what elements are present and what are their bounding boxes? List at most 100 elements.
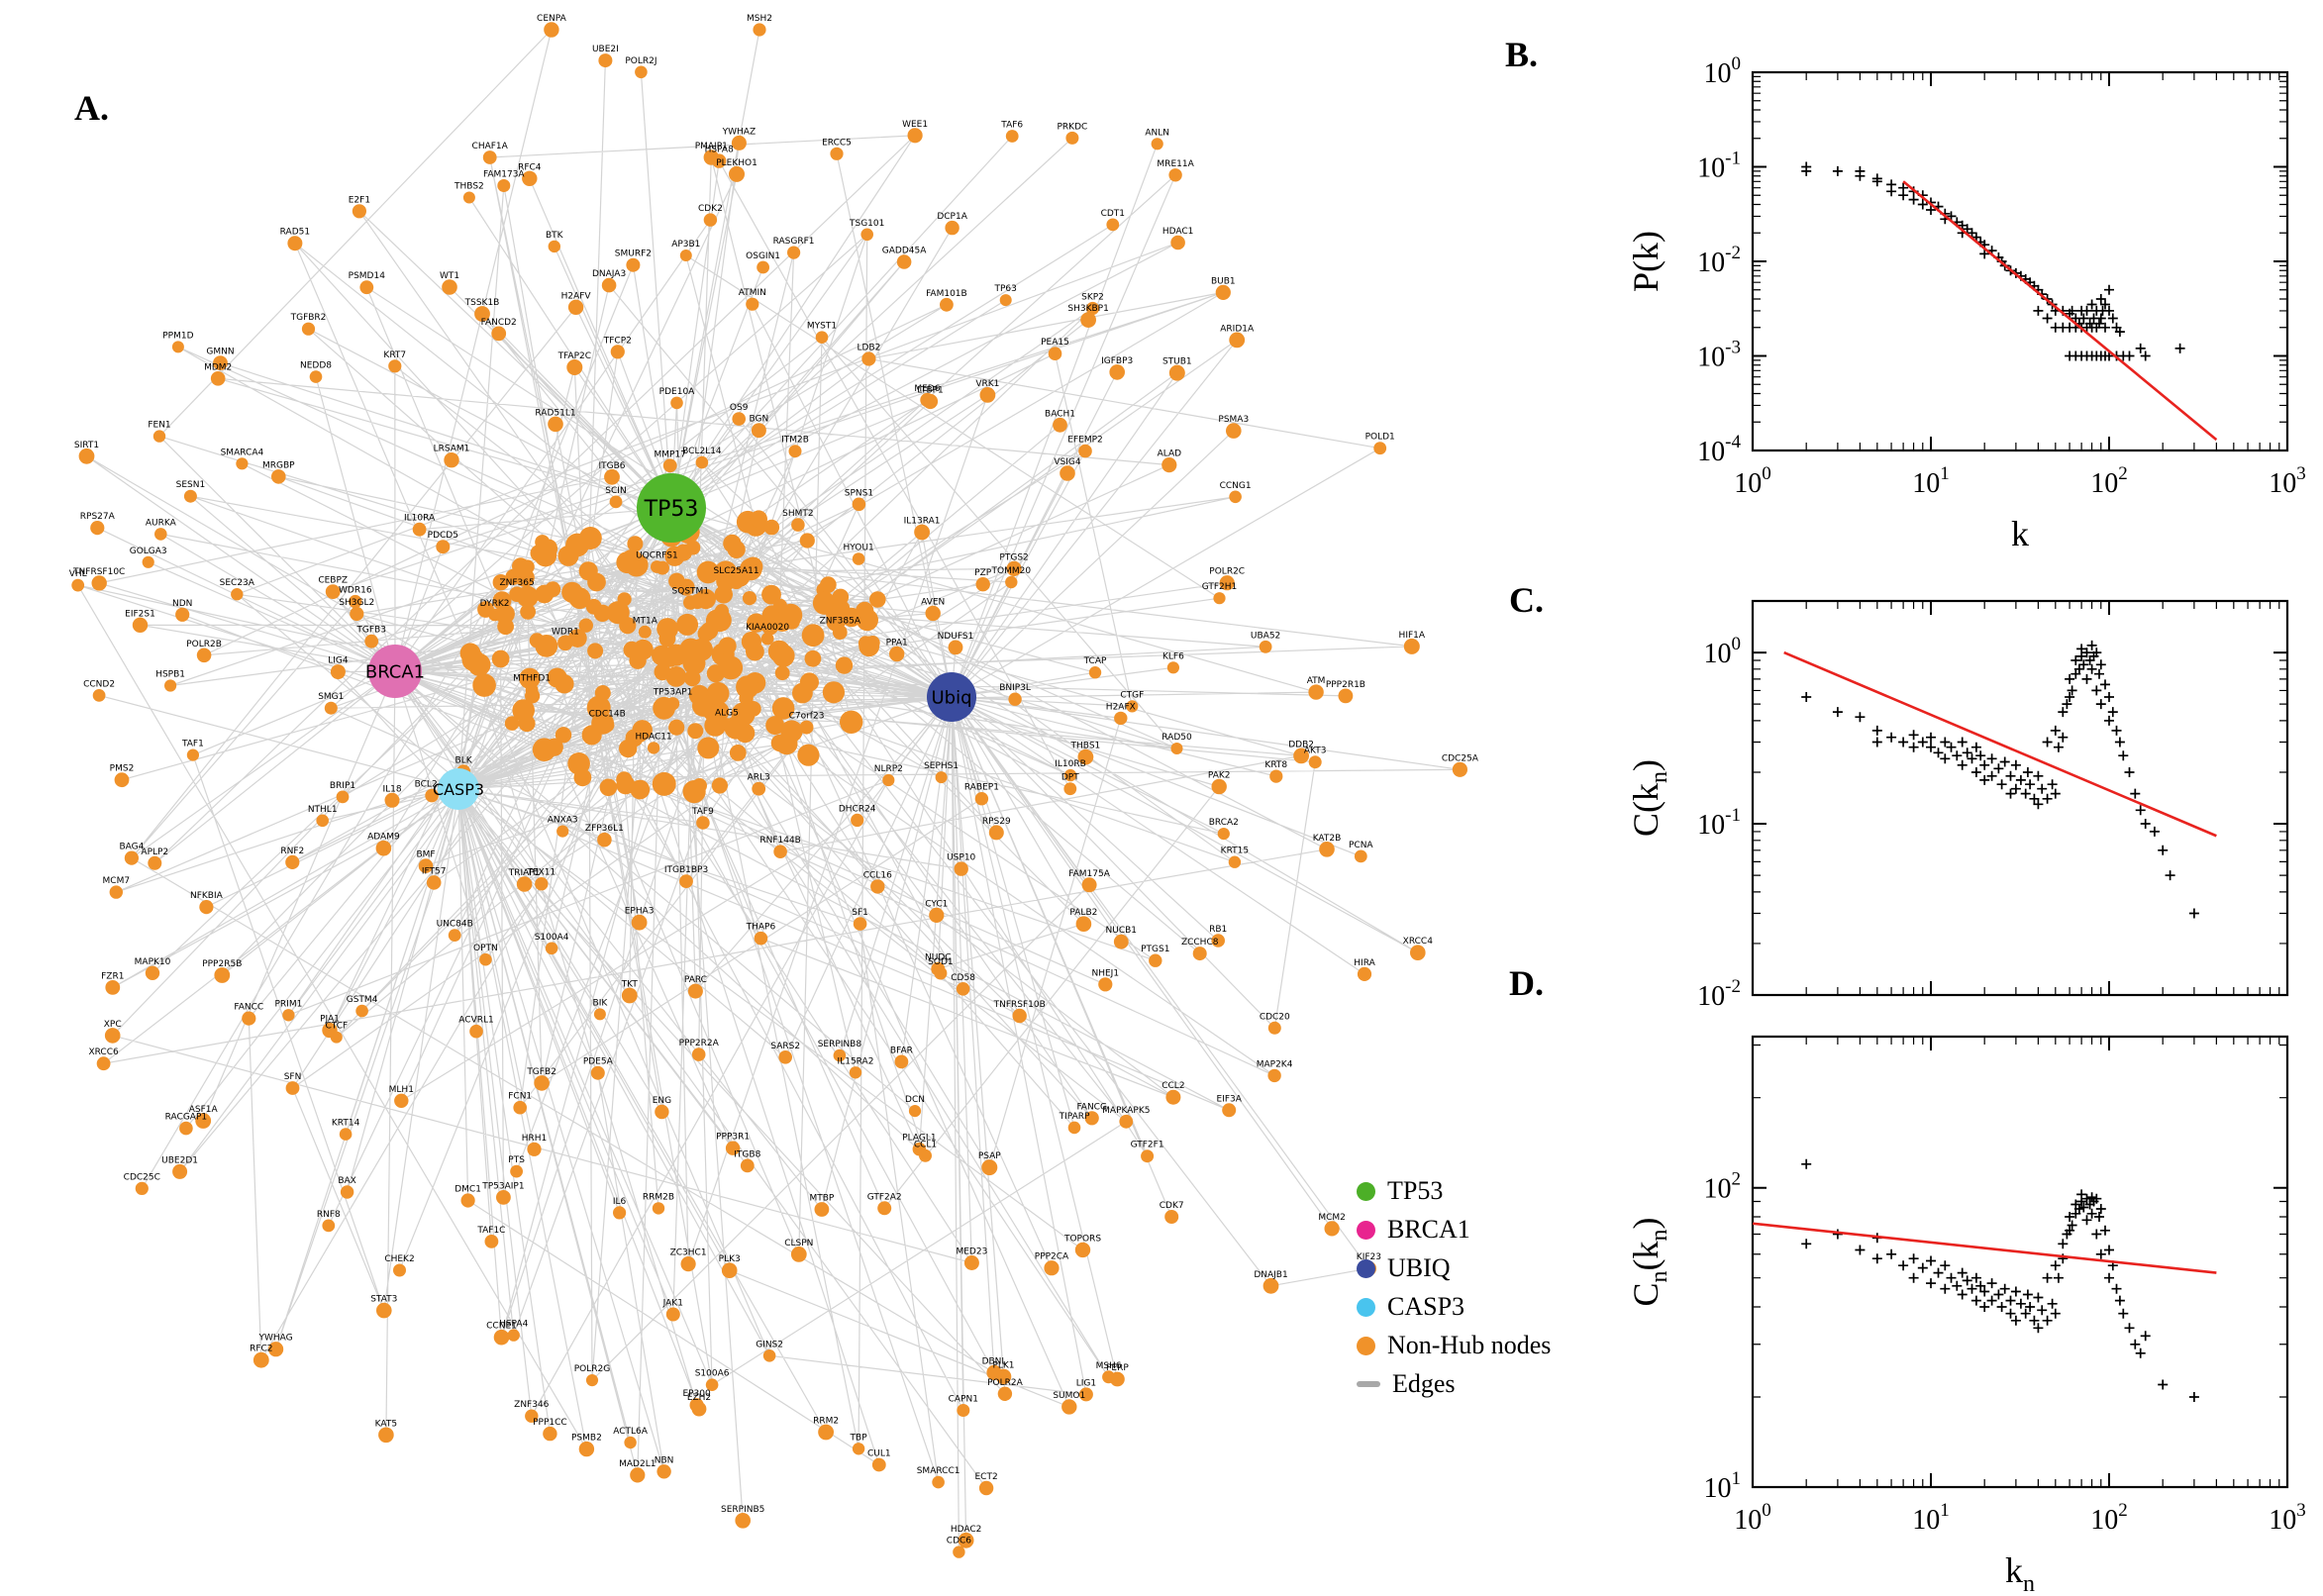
non-hub-node [1162, 457, 1177, 473]
node-label: SERPINB5 [721, 1505, 764, 1515]
node-label: PPP3R1 [716, 1133, 750, 1143]
non-hub-node [647, 742, 660, 754]
node-label: SEPHS1 [924, 761, 959, 771]
non-hub-node [1061, 1399, 1077, 1415]
node-label: KAT2B [1313, 834, 1342, 844]
chart-B-points [1801, 161, 2185, 361]
tick-label: 101 [1704, 1468, 1742, 1504]
node-label: SIRT1 [74, 441, 99, 450]
tick-label: 10-3 [1697, 338, 1741, 373]
node-label: LIG1 [1076, 1378, 1096, 1388]
non-hub-node [714, 604, 730, 619]
non-hub-node [195, 1113, 212, 1129]
node-label: YWHAZ [722, 127, 757, 137]
node-label: FANCD2 [481, 318, 517, 328]
non-hub-node [330, 664, 346, 680]
non-hub-node [762, 1349, 776, 1362]
non-hub-node [1113, 934, 1129, 949]
tick-label: 100 [1704, 53, 1742, 89]
node-label: AVEN [921, 597, 945, 607]
non-hub-node [1063, 782, 1077, 796]
non-hub-node [956, 982, 970, 996]
non-hub-node [282, 1009, 295, 1022]
non-hub-node [154, 528, 167, 541]
node-label: PJA1 [320, 1015, 340, 1025]
node-label: WDR1 [552, 627, 579, 637]
node-color-swatch [1357, 1258, 1375, 1278]
node-label: GMNN [206, 348, 234, 357]
non-hub-node [349, 594, 362, 609]
non-hub-node [497, 618, 514, 636]
node-label: CLSPN [784, 1239, 813, 1248]
non-hub-node [613, 1206, 627, 1220]
node-label: CCND2 [83, 679, 115, 689]
non-hub-node [696, 816, 710, 830]
node-label: SKP2 [1081, 293, 1104, 303]
non-hub-node [555, 727, 572, 744]
node-label: DBNL [982, 1356, 1007, 1366]
node-label: TEX11 [526, 868, 556, 878]
non-hub-node [316, 814, 330, 828]
node-label: MED6 [914, 384, 940, 394]
non-hub-node [135, 1181, 149, 1195]
node-label: DPT [1061, 773, 1079, 783]
non-hub-node [1106, 218, 1120, 232]
non-hub-node [109, 885, 124, 899]
node-label: NUDC [925, 953, 952, 963]
non-hub-node [527, 1142, 542, 1156]
non-hub-node [954, 861, 968, 876]
node-label: TNFRSF10B [993, 1000, 1046, 1010]
non-hub-node [472, 673, 496, 697]
node-label: EIF2S1 [125, 609, 155, 619]
non-hub-node [561, 581, 583, 603]
non-hub-node [696, 560, 720, 584]
non-hub-node [1141, 1149, 1155, 1163]
non-hub-node [359, 280, 374, 295]
non-hub-node [626, 257, 641, 272]
node-label: DCN [905, 1095, 925, 1105]
non-hub-node [655, 1104, 669, 1120]
non-hub-node [830, 147, 844, 160]
non-hub-node [814, 1202, 830, 1217]
node-label: PMAIP1 [695, 142, 728, 151]
node-label: JAK1 [662, 1299, 683, 1309]
non-hub-node [1226, 423, 1242, 439]
node-label: UBA52 [1251, 631, 1280, 641]
node-label: PLK3 [719, 1254, 741, 1264]
node-label: PALB2 [1069, 908, 1097, 918]
non-hub-node [556, 825, 569, 838]
node-label: TGFB2 [526, 1067, 556, 1077]
non-hub-node [1259, 640, 1272, 653]
non-hub-node [1354, 849, 1367, 863]
node-label: POLR2A [987, 1378, 1024, 1388]
non-hub-node [510, 1164, 523, 1178]
node-label: ASF1A [189, 1105, 219, 1115]
tick-label: 103 [2269, 1500, 2306, 1536]
node-label: FZR1 [101, 971, 124, 981]
node-label: HDAC11 [635, 732, 671, 742]
non-hub-node [236, 457, 249, 470]
node-label: PPP2CA [1035, 1252, 1069, 1262]
non-hub-node [920, 392, 935, 408]
node-label: BCL2A1 [415, 780, 450, 790]
network-nodes [71, 22, 1467, 1558]
chart-B-ylabel: P(k) [1626, 231, 1666, 292]
node-label: ZNF365 [499, 578, 534, 588]
non-hub-node [175, 607, 190, 622]
node-label: UQCRFS1 [636, 551, 678, 561]
non-hub-node [92, 689, 106, 702]
non-hub-node [436, 540, 451, 554]
non-hub-node [534, 1075, 550, 1091]
node-label: NTHL1 [308, 805, 338, 815]
non-hub-node [378, 1427, 394, 1444]
non-hub-node [948, 640, 963, 655]
non-hub-node [548, 240, 560, 253]
non-hub-node [1170, 743, 1183, 754]
legend-label: TP53 [1387, 1176, 1444, 1205]
node-label: HDAC2 [951, 1525, 982, 1535]
non-hub-node [543, 1426, 557, 1442]
tick-label: 10-1 [1697, 805, 1741, 841]
node-label: CD58 [951, 973, 975, 983]
node-label: BTK [546, 231, 564, 241]
non-hub-node [704, 714, 727, 737]
